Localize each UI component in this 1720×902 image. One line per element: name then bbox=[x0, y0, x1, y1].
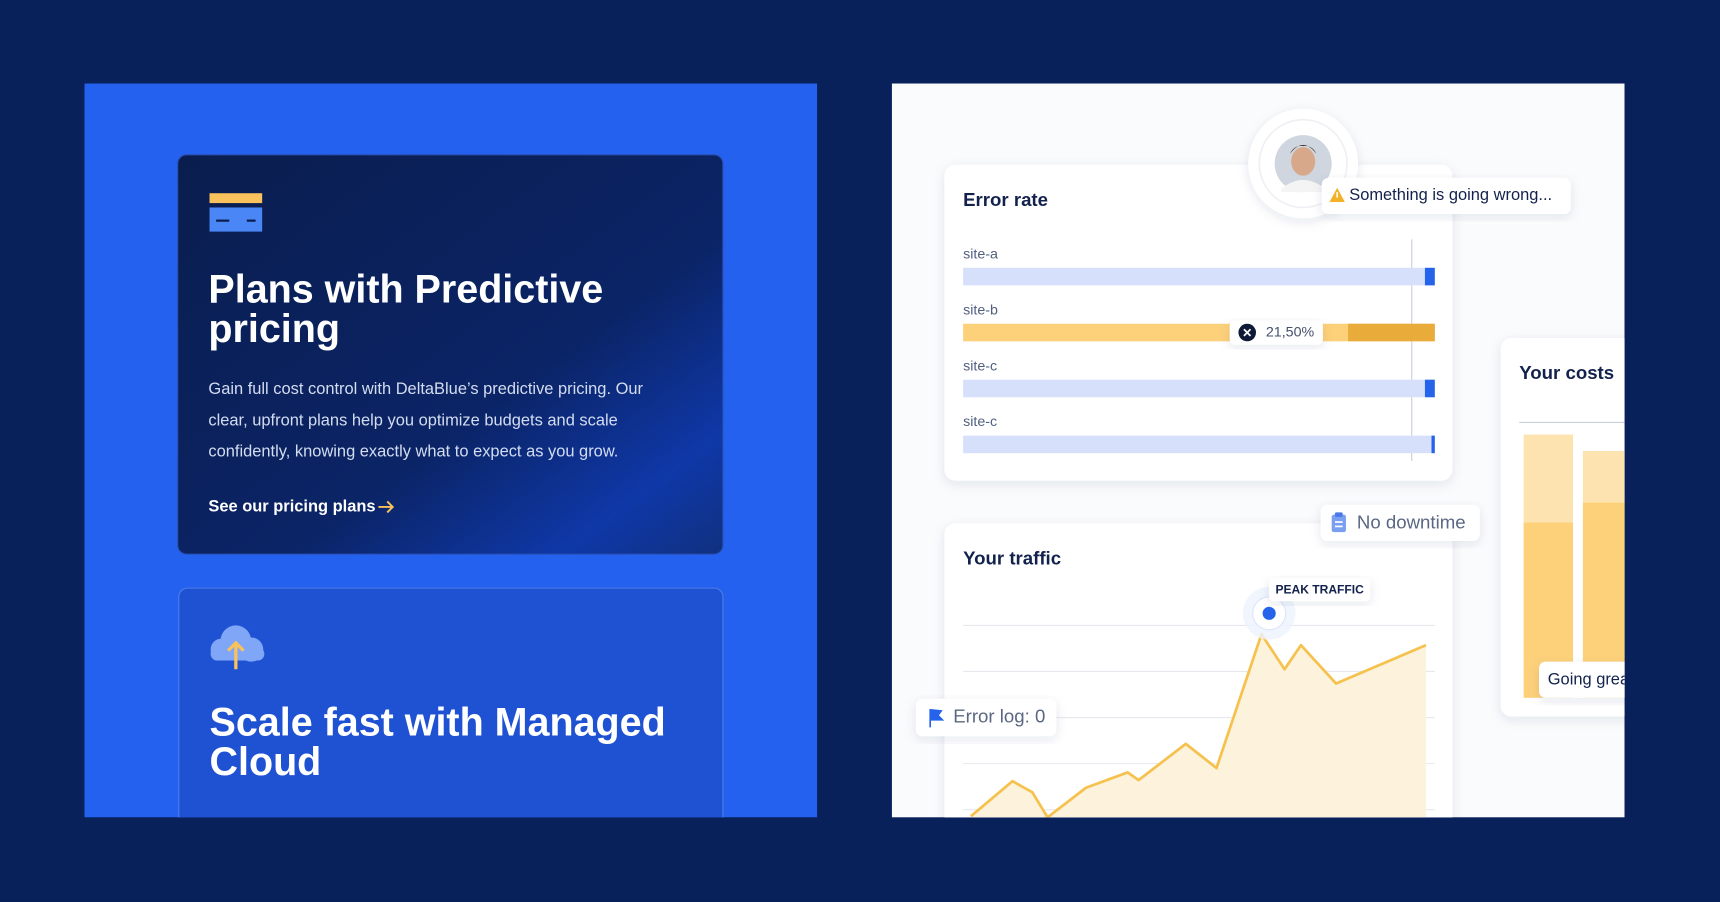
card-description: Gain full cost control with DeltaBlue’s … bbox=[208, 380, 643, 398]
card-title: Your traffic bbox=[963, 548, 1061, 569]
tooltip: 21,50% bbox=[1229, 320, 1323, 345]
row-label: site-a bbox=[963, 246, 998, 262]
error-log-chip: Error log: 0 bbox=[915, 698, 1057, 737]
peak-label: PEAK TRAFFIC bbox=[1275, 582, 1364, 596]
card-title: pricing bbox=[208, 307, 340, 351]
card-title: Cloud bbox=[210, 740, 322, 784]
costs-badge: Going great bbox=[1539, 661, 1634, 698]
link-text[interactable]: See our pricing plans bbox=[208, 497, 375, 515]
row-label: site-c bbox=[963, 414, 997, 430]
row-label: site-b bbox=[963, 302, 998, 318]
row-label: site-c bbox=[963, 358, 997, 374]
card-title: Error rate bbox=[963, 189, 1048, 210]
row-bar-end bbox=[1424, 267, 1435, 286]
card-description: clear, upfront plans help you optimize b… bbox=[208, 412, 617, 430]
downtime-chip: No downtime bbox=[1320, 504, 1480, 541]
card-title: Your costs bbox=[1519, 362, 1614, 383]
row-bar-end bbox=[1431, 435, 1435, 454]
chip-text: Error log: 0 bbox=[953, 705, 1045, 726]
row-bar-end bbox=[1348, 323, 1435, 342]
card-description: confidently, knowing exactly what to exp… bbox=[208, 442, 618, 460]
row-bar-end bbox=[1424, 379, 1435, 398]
left-panel: Plans with Predictive pricing Gain full … bbox=[84, 83, 818, 818]
alert-text: Something is going wrong... bbox=[1349, 186, 1552, 204]
chip-text: No downtime bbox=[1357, 511, 1466, 532]
card-icon bbox=[209, 193, 263, 232]
pricing-card bbox=[177, 154, 724, 555]
row-bar bbox=[963, 435, 1435, 454]
row-bar bbox=[963, 379, 1435, 398]
row-bar bbox=[963, 267, 1435, 286]
link-arrow bbox=[378, 500, 395, 514]
cloud-card bbox=[178, 587, 724, 818]
card-title: Plans with Predictive bbox=[208, 267, 603, 311]
card-title: Scale fast with Managed bbox=[210, 701, 666, 745]
traffic-area bbox=[970, 634, 1427, 818]
traffic-line bbox=[969, 632, 1427, 818]
tooltip-text: 21,50% bbox=[1266, 324, 1315, 340]
badge-text: Going great bbox=[1548, 671, 1634, 689]
alert-chip: Something is going wrong... bbox=[1321, 177, 1571, 215]
right-panel: Error rate site-a site-b site-c site-c 21,5… bbox=[891, 83, 1634, 818]
error-rate-card bbox=[944, 164, 1453, 481]
pricing-link[interactable]: See our pricing plans bbox=[208, 497, 395, 515]
cloud-icon bbox=[210, 625, 265, 670]
peak-chip: PEAK TRAFFIC bbox=[1269, 578, 1371, 602]
